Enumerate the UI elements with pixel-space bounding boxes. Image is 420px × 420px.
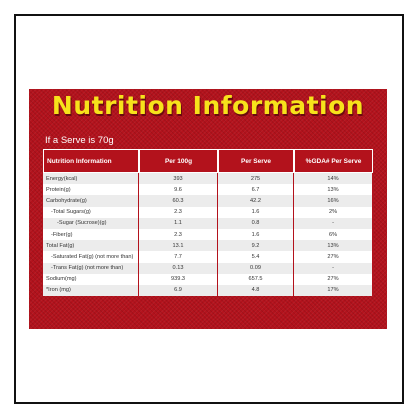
per-serve-value: 42.2 [218,195,294,207]
nutrient-label: *Iron (mg) [43,284,139,297]
per-100g-value: 939.3 [139,273,218,285]
gda-value: 14% [294,173,373,185]
per-100g-value: 7.7 [139,251,218,263]
header-per-100g: Per 100g [139,149,218,173]
per-serve-value: 1.6 [218,228,294,241]
gda-value: 17% [294,284,373,297]
nutrition-panel: Nutrition Information If a Serve is 70g … [29,89,387,329]
table-row: *Iron (mg) 6.9 4.8 17% [43,284,373,297]
gda-value: 13% [294,184,373,196]
nutrition-table: Nutrition Information Per 100g Per Serve… [43,149,373,297]
nutrient-label: -Saturated Fat(g) (not more than) [43,251,139,263]
table-row: Sodium(mg) 939.3 657.5 27% [43,273,373,285]
per-100g-value: 13.1 [139,240,218,252]
nutrient-label: Total Fat(g) [43,240,139,252]
gda-value: 27% [294,273,373,285]
table-row: -Fiber(g) 2.3 1.6 6% [43,228,373,241]
nutrient-label: Energy(kcal) [43,173,139,185]
table-row: Protein(g) 9.6 6.7 13% [43,184,373,196]
nutrient-label: Carbohydrate(g) [43,195,139,207]
table-row: -Total Sugars(g) 2.3 1.6 2% [43,206,373,218]
per-serve-value: 1.6 [218,206,294,218]
header-gda: %GDA# Per Serve [294,149,373,173]
table-row: Carbohydrate(g) 60.3 42.2 16% [43,195,373,207]
per-serve-value: 9.2 [218,240,294,252]
header-nutrient: Nutrition Information [43,149,139,173]
per-100g-value: 9.6 [139,184,218,196]
table-row: -Saturated Fat(g) (not more than) 7.7 5.4 2… [43,251,373,263]
nutrient-label: -Sugar (Sucrose)(g) [43,217,139,229]
table-row: -Sugar (Sucrose)(g) 1.1 0.8- [43,217,373,229]
gda-value: 2% [294,206,373,218]
per-serve-value: 5.4 [218,251,294,263]
table-header-row: Nutrition Information Per 100g Per Serve… [43,149,373,173]
nutrient-label: Protein(g) [43,184,139,196]
per-100g-value: 0.13 [139,262,218,274]
table-row: Total Fat(g) 13.1 9.2 13% [43,240,373,252]
per-serve-value: 275 [218,173,294,185]
per-100g-value: 2.3 [139,228,218,241]
per-serve-value: 0.8 [218,217,294,229]
per-100g-value: 1.1 [139,217,218,229]
per-serve-value: 0.09 [218,262,294,274]
per-100g-value: 60.3 [139,195,218,207]
gda-value: 13% [294,240,373,252]
per-serve-value: 657.5 [218,273,294,285]
per-serve-value: 6.7 [218,184,294,196]
table-row: -Trans Fat(g) (not more than) 0.13 0.09- [43,262,373,274]
gda-value: 16% [294,195,373,207]
nutrient-label: Sodium(mg) [43,273,139,285]
page-title: Nutrition Information [51,91,365,120]
gda-value: - [294,217,373,229]
per-100g-value: 2.3 [139,206,218,218]
header-per-serve: Per Serve [218,149,294,173]
per-100g-value: 393 [139,173,218,185]
nutrient-label: -Trans Fat(g) (not more than) [43,262,139,274]
table-row: Energy(kcal) 393 275 14% [43,173,373,185]
gda-value: - [294,262,373,274]
nutrient-label: -Total Sugars(g) [43,206,139,218]
gda-value: 27% [294,251,373,263]
serve-size-note: If a Serve is 70g [45,135,114,146]
per-100g-value: 6.9 [139,284,218,297]
gda-value: 6% [294,228,373,241]
nutrient-label: -Fiber(g) [43,228,139,241]
per-serve-value: 4.8 [218,284,294,297]
